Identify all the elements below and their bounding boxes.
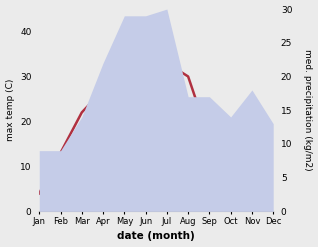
X-axis label: date (month): date (month) bbox=[117, 231, 195, 242]
Y-axis label: med. precipitation (kg/m2): med. precipitation (kg/m2) bbox=[303, 49, 313, 171]
Y-axis label: max temp (C): max temp (C) bbox=[5, 79, 15, 141]
